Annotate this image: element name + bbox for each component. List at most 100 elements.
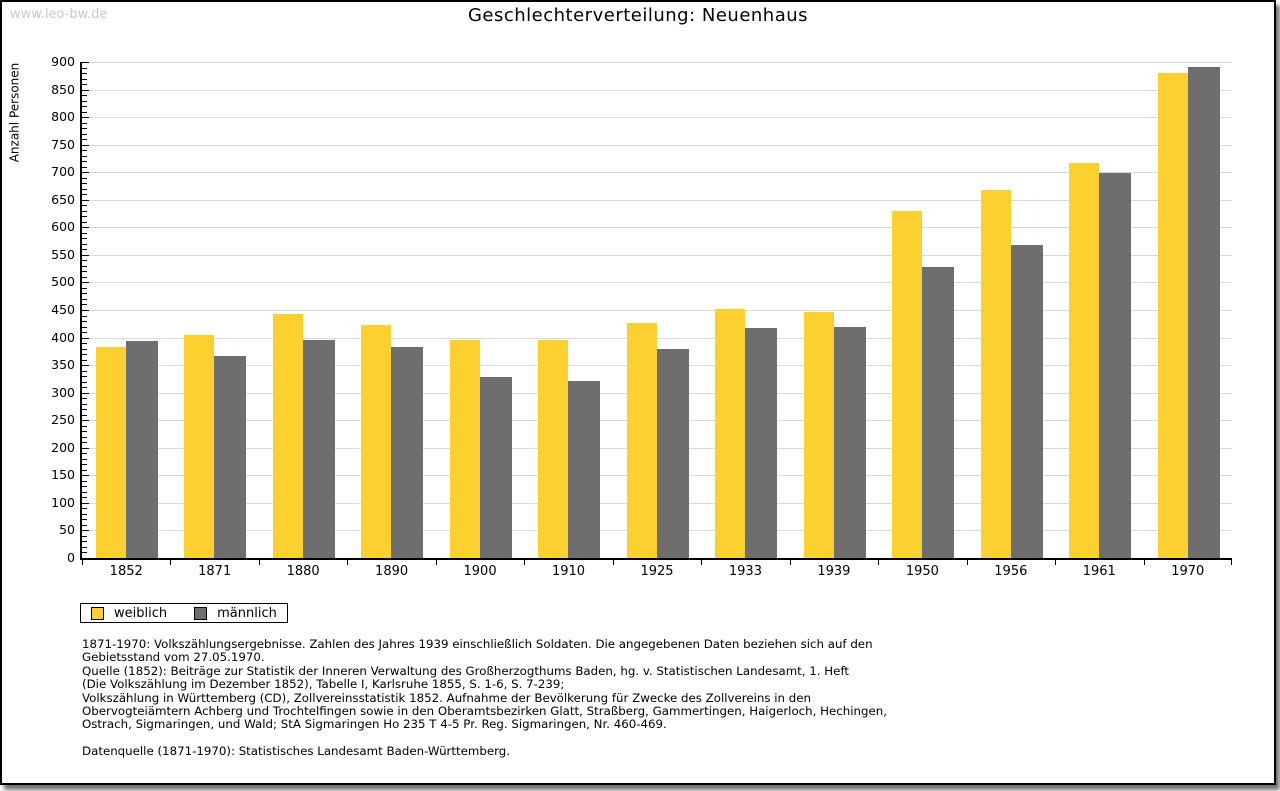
- y-tick-label: 900: [51, 54, 75, 69]
- x-axis-tick: [524, 558, 526, 565]
- bar-weiblich-1925: [626, 322, 657, 558]
- y-minor-tick: [82, 106, 87, 108]
- data-source-line: Datenquelle (1871-1970): Statistisches L…: [82, 744, 511, 758]
- y-major-tick: [82, 530, 89, 532]
- y-major-tick: [82, 392, 89, 394]
- y-minor-tick: [82, 519, 87, 521]
- y-major-tick: [82, 420, 89, 422]
- y-tick-label: 650: [51, 191, 75, 207]
- y-minor-tick: [82, 552, 87, 554]
- y-minor-tick: [82, 155, 87, 157]
- y-minor-tick: [82, 73, 87, 75]
- y-major-tick: [82, 475, 89, 477]
- y-minor-tick: [82, 188, 87, 190]
- y-major-tick: [82, 337, 89, 339]
- y-minor-tick: [82, 287, 87, 289]
- y-tick-label: 100: [51, 494, 75, 510]
- bar-weiblich-1880: [272, 314, 303, 558]
- bar-männlich-1890: [391, 347, 424, 558]
- x-axis-tick: [1231, 558, 1232, 565]
- y-minor-tick: [82, 249, 87, 251]
- x-axis-tick-labels: 1852 1871 1880 1890 1900 1910 1925 1933 1939 1950…: [82, 564, 1232, 580]
- y-axis-tick-labels: 0 50 100 150 200 250 300 350 400 450 500 550 600 650 7…: [2, 55, 75, 565]
- footnote-line: Volkszählung in Württemberg (CD), Zollve…: [82, 690, 811, 705]
- x-tick-label: 1900: [463, 564, 497, 579]
- y-gridline: [82, 117, 1232, 119]
- x-axis-tick: [82, 558, 83, 565]
- y-minor-tick: [82, 326, 87, 328]
- legend: weiblich männlich: [80, 603, 288, 623]
- y-minor-tick: [82, 442, 87, 444]
- bar-weiblich-1950: [892, 210, 923, 558]
- y-gridline: [82, 89, 1232, 91]
- bar-weiblich-1939: [803, 311, 834, 558]
- y-minor-tick: [82, 111, 87, 113]
- bar-männlich-1961: [1099, 172, 1132, 558]
- x-axis-tick: [878, 558, 880, 565]
- y-minor-tick: [82, 100, 87, 102]
- bar-weiblich-1890: [361, 325, 392, 558]
- bar-weiblich-1956: [980, 190, 1011, 558]
- x-axis-tick: [612, 558, 614, 565]
- y-minor-tick: [82, 497, 87, 499]
- y-minor-tick: [82, 84, 87, 86]
- y-minor-tick: [82, 480, 87, 482]
- y-tick-label: 250: [51, 412, 75, 428]
- footnote-line: Gebietsstand vom 27.05.1970.: [82, 650, 265, 665]
- y-tick-label: 850: [51, 81, 75, 97]
- legend-label-maennlich: männlich: [217, 605, 277, 621]
- y-gridline: [82, 172, 1232, 174]
- y-minor-tick: [82, 232, 87, 234]
- x-axis-tick: [701, 558, 703, 565]
- y-minor-tick: [82, 210, 87, 212]
- y-tick-label: 450: [51, 302, 75, 317]
- y-minor-tick: [82, 321, 87, 323]
- x-axis-tick: [347, 558, 349, 565]
- y-tick-label: 400: [51, 329, 75, 345]
- y-major-tick: [82, 310, 89, 311]
- footnote-line: Quelle (1852): Beiträge zur Statistik de…: [82, 663, 850, 678]
- y-minor-tick: [82, 359, 87, 361]
- y-minor-tick: [82, 403, 87, 405]
- watermark: www.leo-bw.de: [10, 7, 108, 22]
- y-major-tick: [82, 199, 89, 201]
- y-gridline: [82, 144, 1232, 146]
- y-major-tick: [82, 227, 89, 229]
- y-minor-tick: [82, 315, 87, 317]
- y-minor-tick: [82, 150, 87, 152]
- y-minor-tick: [82, 508, 87, 510]
- y-gridline: [82, 227, 1232, 229]
- y-tick-label: 600: [51, 219, 75, 235]
- bar-weiblich-1852: [96, 347, 126, 558]
- y-minor-tick: [82, 354, 87, 356]
- y-major-tick: [82, 62, 89, 63]
- y-minor-tick: [82, 128, 87, 130]
- bar-männlich-1956: [1010, 244, 1043, 558]
- y-tick-label: 300: [51, 384, 75, 400]
- y-minor-tick: [82, 194, 87, 196]
- y-major-tick: [82, 89, 89, 91]
- y-minor-tick: [82, 524, 87, 526]
- y-gridline: [82, 337, 1232, 339]
- chart-title: Geschlechterverteilung: Neuenhaus: [467, 5, 809, 26]
- x-tick-label: 1890: [375, 564, 409, 579]
- y-minor-tick: [82, 139, 87, 141]
- footnote-line: Obervogteiämtern Achberg und Trochtelfin…: [82, 704, 887, 719]
- y-major-tick: [82, 558, 89, 559]
- y-major-tick: [82, 447, 89, 449]
- footnote-line: 1871-1970: Volkszählungsergebnisse. Zahl…: [82, 637, 873, 651]
- y-minor-tick: [82, 414, 87, 416]
- y-gridline: [82, 282, 1232, 284]
- x-axis-tick: [1143, 558, 1145, 565]
- x-tick-label: 1956: [994, 564, 1028, 579]
- x-tick-label: 1939: [817, 564, 851, 579]
- y-minor-tick: [82, 464, 87, 466]
- bar-männlich-1925: [656, 348, 689, 558]
- y-minor-tick: [82, 491, 87, 493]
- y-minor-tick: [82, 166, 87, 168]
- y-minor-tick: [82, 546, 87, 548]
- bar-männlich-1880: [302, 340, 335, 558]
- y-tick-label: 150: [51, 467, 75, 483]
- y-minor-tick: [82, 398, 87, 400]
